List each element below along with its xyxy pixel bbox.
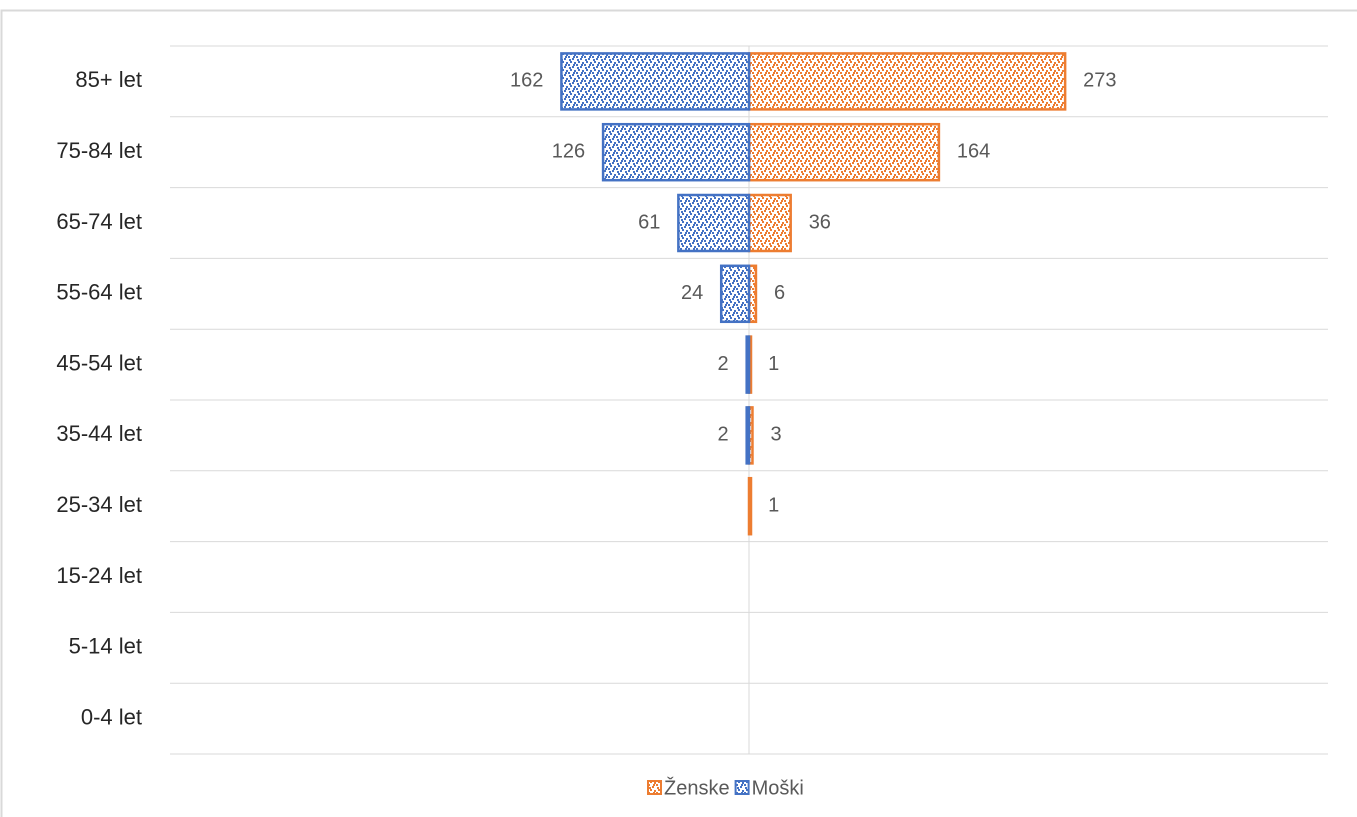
legend-label: Moški [752, 777, 804, 799]
bar [747, 193, 792, 253]
data-label: 162 [510, 70, 543, 92]
bar [745, 335, 751, 394]
data-label: 36 [809, 211, 831, 233]
bar [745, 406, 751, 465]
data-label: 164 [957, 140, 990, 162]
data-label: 273 [1083, 70, 1116, 92]
y-tick-label: 75-84 let [56, 138, 142, 163]
y-tick-label: 45-54 let [56, 350, 142, 375]
bar [560, 52, 751, 111]
y-tick-label: 35-44 let [56, 421, 142, 446]
legend-swatch [734, 780, 750, 795]
y-tick-label: 15-24 let [56, 563, 142, 588]
data-label: 61 [638, 211, 660, 233]
data-label: 1 [768, 353, 779, 375]
bar [747, 122, 941, 182]
data-label: 3 [770, 424, 781, 446]
bar [601, 122, 751, 182]
y-tick-label: 0-4 let [81, 704, 142, 729]
legend: Ženske Moški [647, 776, 804, 799]
bar [747, 52, 1067, 111]
y-tick-label: 65-74 let [56, 209, 142, 234]
data-label: 1 [768, 494, 779, 516]
bar [719, 264, 751, 324]
bar [677, 193, 751, 253]
legend-label: Ženske [664, 776, 730, 799]
chart-border [0, 9, 1357, 817]
y-tick-label: 85+ let [75, 67, 142, 92]
data-label: 24 [681, 282, 703, 304]
data-label: 2 [718, 424, 729, 446]
bar [747, 476, 753, 536]
data-label: 2 [718, 353, 729, 375]
y-tick-label: 55-64 let [56, 280, 142, 305]
data-label: 126 [552, 140, 585, 162]
data-label: 6 [774, 282, 785, 304]
y-tick-label: 25-34 let [56, 492, 142, 517]
y-tick-label: 5-14 let [69, 634, 142, 659]
legend-swatch [647, 780, 662, 795]
